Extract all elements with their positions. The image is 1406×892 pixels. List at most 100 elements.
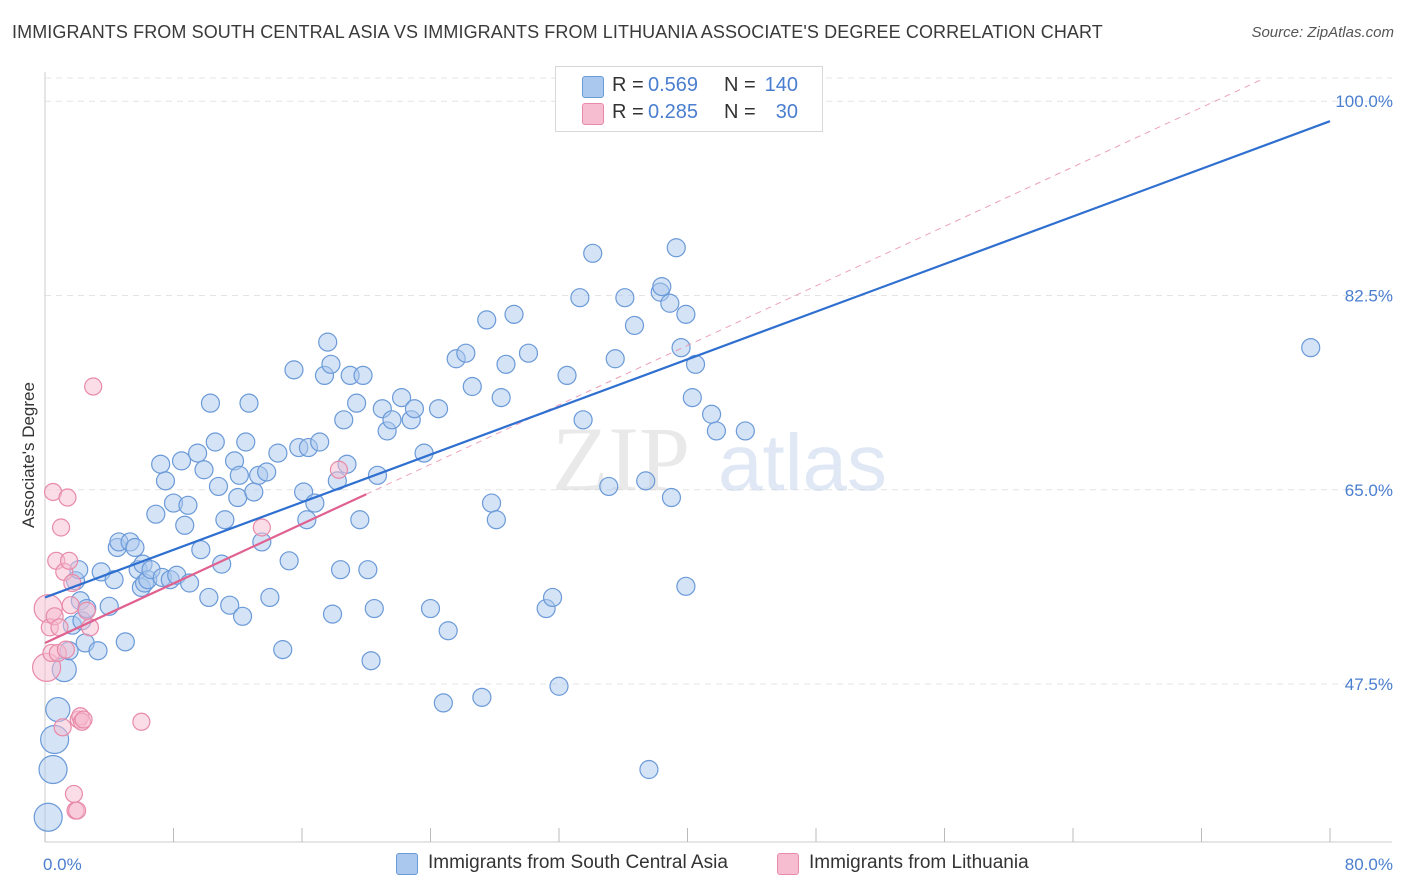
data-point <box>155 471 176 491</box>
data-point <box>59 551 79 570</box>
data-point <box>200 393 221 413</box>
stats-n-label: N = <box>724 101 756 123</box>
data-point <box>33 802 63 832</box>
data-point <box>605 349 625 369</box>
data-point <box>615 288 635 308</box>
legend-item-south-central-asia[interactable]: Immigrants from South Central Asia <box>396 850 756 878</box>
data-point <box>472 687 492 707</box>
y-axis-label: Associate's Degree <box>19 382 38 528</box>
legend-item-lithuania[interactable]: Immigrants from Lithuania <box>777 850 1057 878</box>
trend-lines <box>44 78 1331 644</box>
data-point <box>701 404 722 424</box>
data-point <box>38 754 68 785</box>
data-point <box>350 510 370 530</box>
data-point <box>284 360 304 380</box>
data-point <box>53 718 72 737</box>
data-point <box>220 595 240 615</box>
data-point <box>232 606 253 626</box>
data-point <box>244 482 264 502</box>
data-point <box>666 238 686 258</box>
data-point <box>549 676 569 696</box>
data-point <box>191 540 211 560</box>
stats-r-value: 0.285 <box>648 101 699 123</box>
data-point <box>68 801 87 820</box>
data-point <box>228 487 248 508</box>
data-point <box>542 587 563 608</box>
data-point <box>334 410 354 430</box>
data-point <box>260 587 280 608</box>
data-point <box>178 495 198 515</box>
data-point <box>252 518 271 537</box>
data-point <box>84 377 103 396</box>
data-point <box>636 471 656 491</box>
data-point <box>115 632 135 652</box>
tick-labels: 47.5% 65.0% 82.5% 100.0% 0.0% 80.0% <box>43 92 1393 874</box>
data-point <box>58 488 77 507</box>
data-point <box>268 443 288 463</box>
gridlines <box>45 77 1392 685</box>
y-tick-label: 65.0% <box>1345 481 1393 500</box>
data-point <box>456 343 476 363</box>
data-point <box>318 332 338 352</box>
data-point <box>279 551 299 571</box>
data-point <box>358 560 378 580</box>
data-point <box>599 476 619 497</box>
data-point <box>74 710 93 729</box>
data-point <box>382 410 402 430</box>
data-point <box>330 560 351 580</box>
y-tick-label: 100.0% <box>1335 92 1393 111</box>
data-point <box>433 693 453 713</box>
x-tick-label: 0.0% <box>43 855 82 874</box>
data-point <box>273 640 293 660</box>
data-point <box>504 304 524 324</box>
series-legend: Immigrants from South Central Asia Immig… <box>0 850 1406 880</box>
data-point <box>146 504 166 524</box>
data-point <box>557 365 577 386</box>
data-point <box>496 354 516 374</box>
series-lithuania <box>32 377 349 820</box>
data-point <box>215 510 235 530</box>
data-point <box>310 432 330 452</box>
data-point <box>428 399 449 419</box>
data-point <box>661 487 682 508</box>
data-point <box>518 343 539 363</box>
data-point <box>624 315 645 336</box>
axes <box>44 72 1392 843</box>
data-point <box>77 601 96 620</box>
legend-label: Immigrants from South Central Asia <box>428 852 728 873</box>
data-point <box>583 243 603 263</box>
stats-r-label: R = <box>612 74 644 96</box>
data-point <box>257 462 277 482</box>
data-point <box>239 393 259 413</box>
data-point <box>61 596 80 615</box>
data-point <box>321 354 341 374</box>
stats-row-pink: R = 0.285 N = 30 <box>556 100 822 128</box>
data-point <box>671 338 691 358</box>
stats-row-blue: R = 0.569 N = 140 <box>556 73 822 101</box>
stats-swatch-blue <box>582 76 604 98</box>
data-point <box>652 276 672 297</box>
data-point <box>639 759 659 780</box>
data-point <box>64 784 84 804</box>
legend-swatch-blue <box>396 853 418 875</box>
source-label: Source: ZipAtlas.com <box>1251 24 1394 41</box>
data-point <box>322 604 343 624</box>
data-point <box>205 432 225 452</box>
data-point <box>486 510 506 530</box>
data-point <box>735 421 755 441</box>
data-point <box>45 696 71 723</box>
data-point <box>229 465 249 485</box>
data-point <box>208 476 229 497</box>
data-point <box>329 460 349 479</box>
data-point <box>199 587 219 608</box>
data-point <box>391 388 412 408</box>
stats-legend: R = 0.569 N = 140 R = 0.285 N = 30 <box>555 66 823 132</box>
data-point <box>125 537 145 558</box>
stats-n-value: 30 <box>775 101 798 123</box>
data-point <box>676 576 696 596</box>
data-point <box>491 388 511 408</box>
stats-r-label: R = <box>612 101 644 123</box>
data-point <box>404 399 425 419</box>
data-point <box>151 454 171 474</box>
